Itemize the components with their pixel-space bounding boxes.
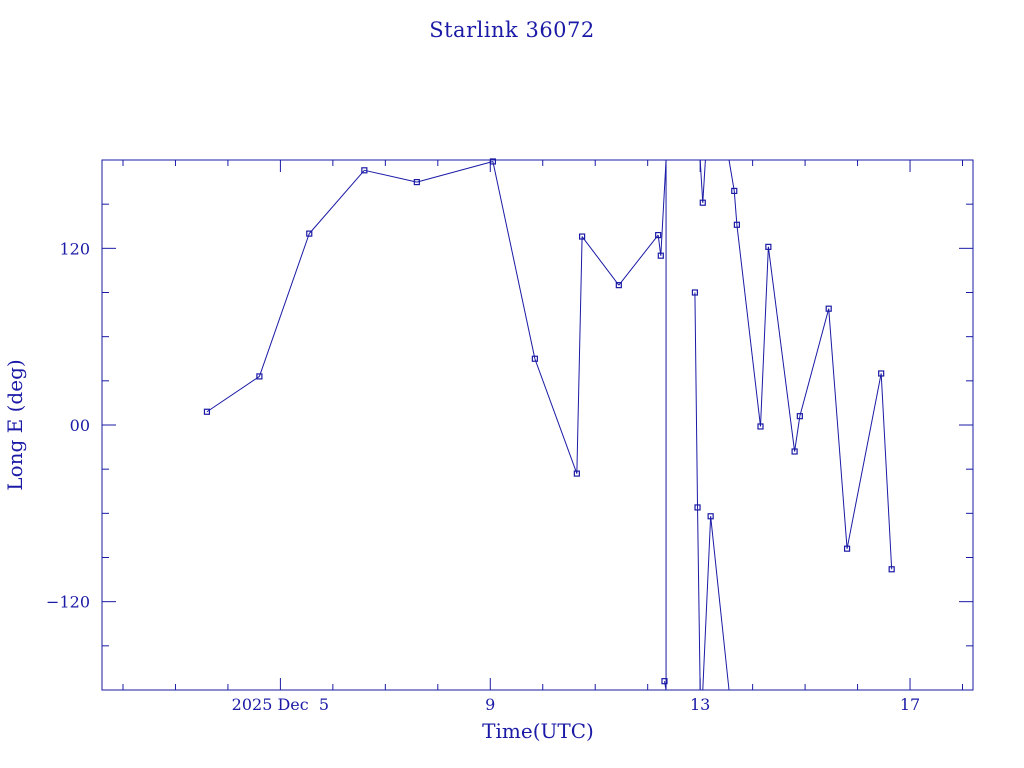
y-tick-label: 120: [59, 239, 90, 258]
series-segment: [308, 169, 365, 234]
data-point: [733, 221, 740, 228]
series-segment: [710, 516, 730, 691]
series-segment: [576, 236, 583, 474]
series-segment: [728, 159, 735, 192]
data-point: [691, 289, 699, 296]
plot-frame: [101, 159, 974, 691]
data-point: [731, 187, 738, 195]
series-segment: [206, 376, 260, 413]
data-point: [694, 504, 701, 511]
series-segment: [660, 159, 667, 256]
data-point: [531, 355, 538, 362]
y-tick-label: −120: [46, 593, 90, 612]
data-point: [655, 231, 662, 239]
data-point: [791, 448, 798, 455]
series-segment: [794, 416, 801, 452]
data-point: [825, 305, 832, 312]
series-segment: [694, 292, 699, 508]
data-point: [615, 282, 622, 289]
series-segment: [364, 169, 417, 183]
series-segment: [416, 160, 494, 183]
series-segment: [767, 246, 796, 452]
x-tick-label: 13: [690, 695, 710, 714]
data-point: [757, 423, 764, 430]
series-segment: [581, 236, 620, 286]
data-series: [203, 158, 895, 691]
data-point: [796, 413, 803, 420]
series-segment: [702, 516, 712, 691]
axis-ticks: [102, 160, 973, 690]
data-point: [413, 178, 420, 186]
data-point: [361, 167, 368, 174]
series-segment: [828, 308, 848, 549]
data-point: [888, 566, 895, 573]
data-point: [203, 408, 211, 415]
series-segment: [733, 190, 738, 225]
data-point: [707, 513, 714, 520]
series-segment: [618, 234, 659, 286]
tick-labels: 2025 Dec 5 9 13 17 120 00 −120: [46, 239, 920, 714]
data-point: [256, 373, 263, 380]
series-segment: [736, 224, 761, 427]
data-point: [489, 158, 497, 165]
x-axis-label: Time(UTC): [482, 719, 594, 743]
series-segment: [759, 246, 769, 427]
series-segment: [846, 373, 882, 549]
series-segment: [799, 308, 830, 417]
chart-title: Starlink 36072: [429, 18, 595, 42]
x-tick-label: 2025 Dec 5: [232, 695, 329, 714]
y-tick-label: 00: [70, 416, 90, 435]
series-segment: [534, 358, 578, 474]
data-point: [661, 678, 668, 685]
y-axis-label: Long E (deg): [3, 359, 27, 490]
series-segment: [258, 233, 310, 377]
data-point: [699, 199, 706, 206]
series-segment: [699, 159, 704, 203]
data-point: [765, 243, 772, 250]
series-segment: [492, 161, 536, 359]
data-point: [306, 230, 313, 237]
series-segment: [702, 159, 706, 203]
data-point: [878, 370, 885, 377]
series-segment: [880, 373, 893, 570]
series-segment: [697, 507, 701, 691]
x-tick-label: 9: [485, 695, 495, 714]
data-point: [657, 252, 664, 259]
x-tick-label: 17: [900, 695, 920, 714]
data-point: [578, 233, 586, 240]
data-point: [843, 545, 851, 552]
series-segment: [657, 235, 662, 256]
data-point: [573, 470, 580, 477]
